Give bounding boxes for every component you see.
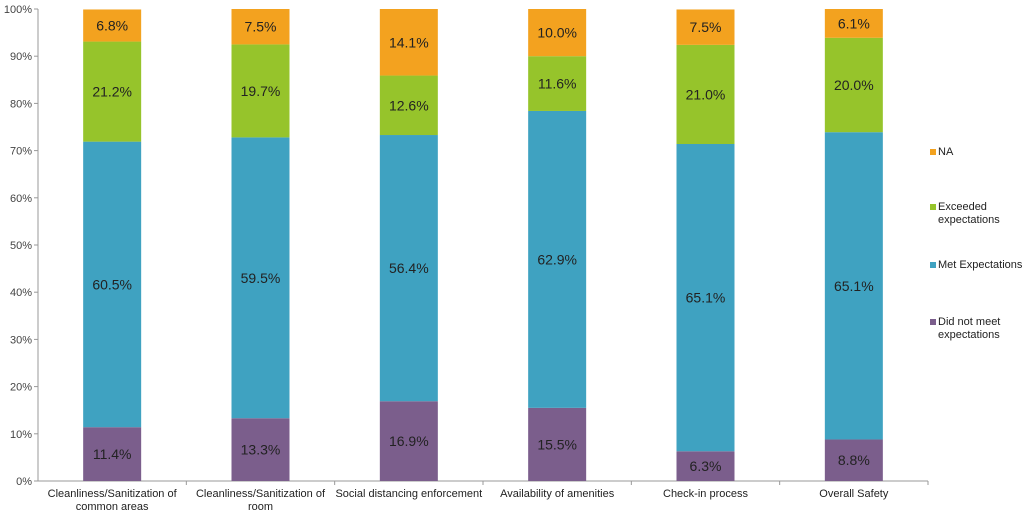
legend-label: NA [938, 146, 954, 158]
bar-segment [379, 9, 438, 76]
data-label: 59.5% [241, 270, 281, 286]
bar-segment [824, 132, 883, 440]
category-label: Availability of amenities [500, 488, 615, 500]
legend-swatch [930, 204, 936, 210]
y-tick-label: 0% [16, 476, 32, 488]
bar-segment [231, 137, 290, 419]
legend-swatch [930, 149, 936, 155]
legend-label: Exceeded [938, 201, 987, 213]
bar-segment [676, 44, 735, 144]
data-label: 12.6% [389, 97, 429, 113]
data-label: 15.5% [537, 436, 577, 452]
category-label: room [248, 501, 273, 513]
y-tick-label: 50% [10, 240, 32, 252]
data-label: 13.3% [241, 442, 281, 458]
legend-label: Did not meet [938, 316, 1000, 328]
data-label: 11.4% [93, 446, 132, 462]
data-label: 20.0% [834, 77, 874, 93]
bar-segment [83, 9, 142, 42]
data-label: 14.1% [389, 34, 429, 50]
legend-item: Met Expectations [930, 259, 1023, 271]
category-label: Cleanliness/Sanitization of [48, 488, 178, 500]
bar-segment [528, 110, 587, 408]
data-label: 65.1% [686, 290, 726, 306]
data-label: 6.8% [96, 18, 128, 34]
bar-segment [824, 439, 883, 481]
y-tick-label: 10% [10, 429, 32, 441]
bar-segment [824, 9, 883, 38]
data-label: 7.5% [245, 19, 277, 35]
y-tick-label: 40% [10, 287, 32, 299]
data-label: 60.5% [92, 276, 132, 292]
bar-segment [676, 9, 735, 45]
data-label: 19.7% [241, 83, 281, 99]
legend-swatch [930, 319, 936, 325]
bar-segment [528, 9, 587, 57]
legend-label: expectations [938, 329, 1000, 341]
y-tick-label: 20% [10, 382, 32, 394]
category-label: Cleanliness/Sanitization of [196, 488, 326, 500]
y-tick-label: 90% [10, 51, 32, 63]
data-label: 8.8% [838, 452, 870, 468]
data-label: 21.0% [686, 86, 726, 102]
legend-label: Met Expectations [938, 259, 1023, 271]
bar-segment [676, 451, 735, 481]
bar-segment [83, 41, 142, 142]
legend-swatch [930, 262, 936, 268]
bar-segment [83, 141, 142, 428]
data-label: 65.1% [834, 278, 874, 294]
y-tick-label: 30% [10, 334, 32, 346]
bar-segment [824, 37, 883, 133]
bar-segment [231, 9, 290, 45]
category-label: Overall Safety [819, 488, 889, 500]
data-label: 11.6% [538, 76, 577, 92]
bar-segment [231, 44, 290, 138]
bar-segment [379, 401, 438, 481]
data-label: 16.9% [389, 433, 429, 449]
bar-segment [83, 427, 142, 481]
data-label: 6.1% [838, 15, 870, 31]
y-tick-label: 60% [10, 193, 32, 205]
category-label: Social distancing enforcement [335, 488, 482, 500]
data-label: 10.0% [537, 25, 577, 41]
legend-item: NA [930, 146, 954, 158]
bar-segment [379, 135, 438, 402]
legend-label: expectations [938, 214, 1000, 226]
data-label: 62.9% [537, 251, 577, 267]
bar-segment [528, 407, 587, 481]
data-label: 21.2% [92, 84, 132, 100]
bar-segment [528, 56, 587, 111]
category-label: common areas [76, 501, 149, 513]
bar-segment [231, 418, 290, 481]
y-tick-label: 70% [10, 146, 32, 158]
bar-segment [379, 75, 438, 136]
y-tick-label: 100% [4, 4, 32, 16]
data-label: 56.4% [389, 260, 429, 276]
y-tick-label: 80% [10, 98, 32, 110]
data-label: 6.3% [690, 458, 722, 474]
data-label: 7.5% [690, 19, 722, 35]
category-label: Check-in process [663, 488, 748, 500]
bar-segment [676, 143, 735, 452]
